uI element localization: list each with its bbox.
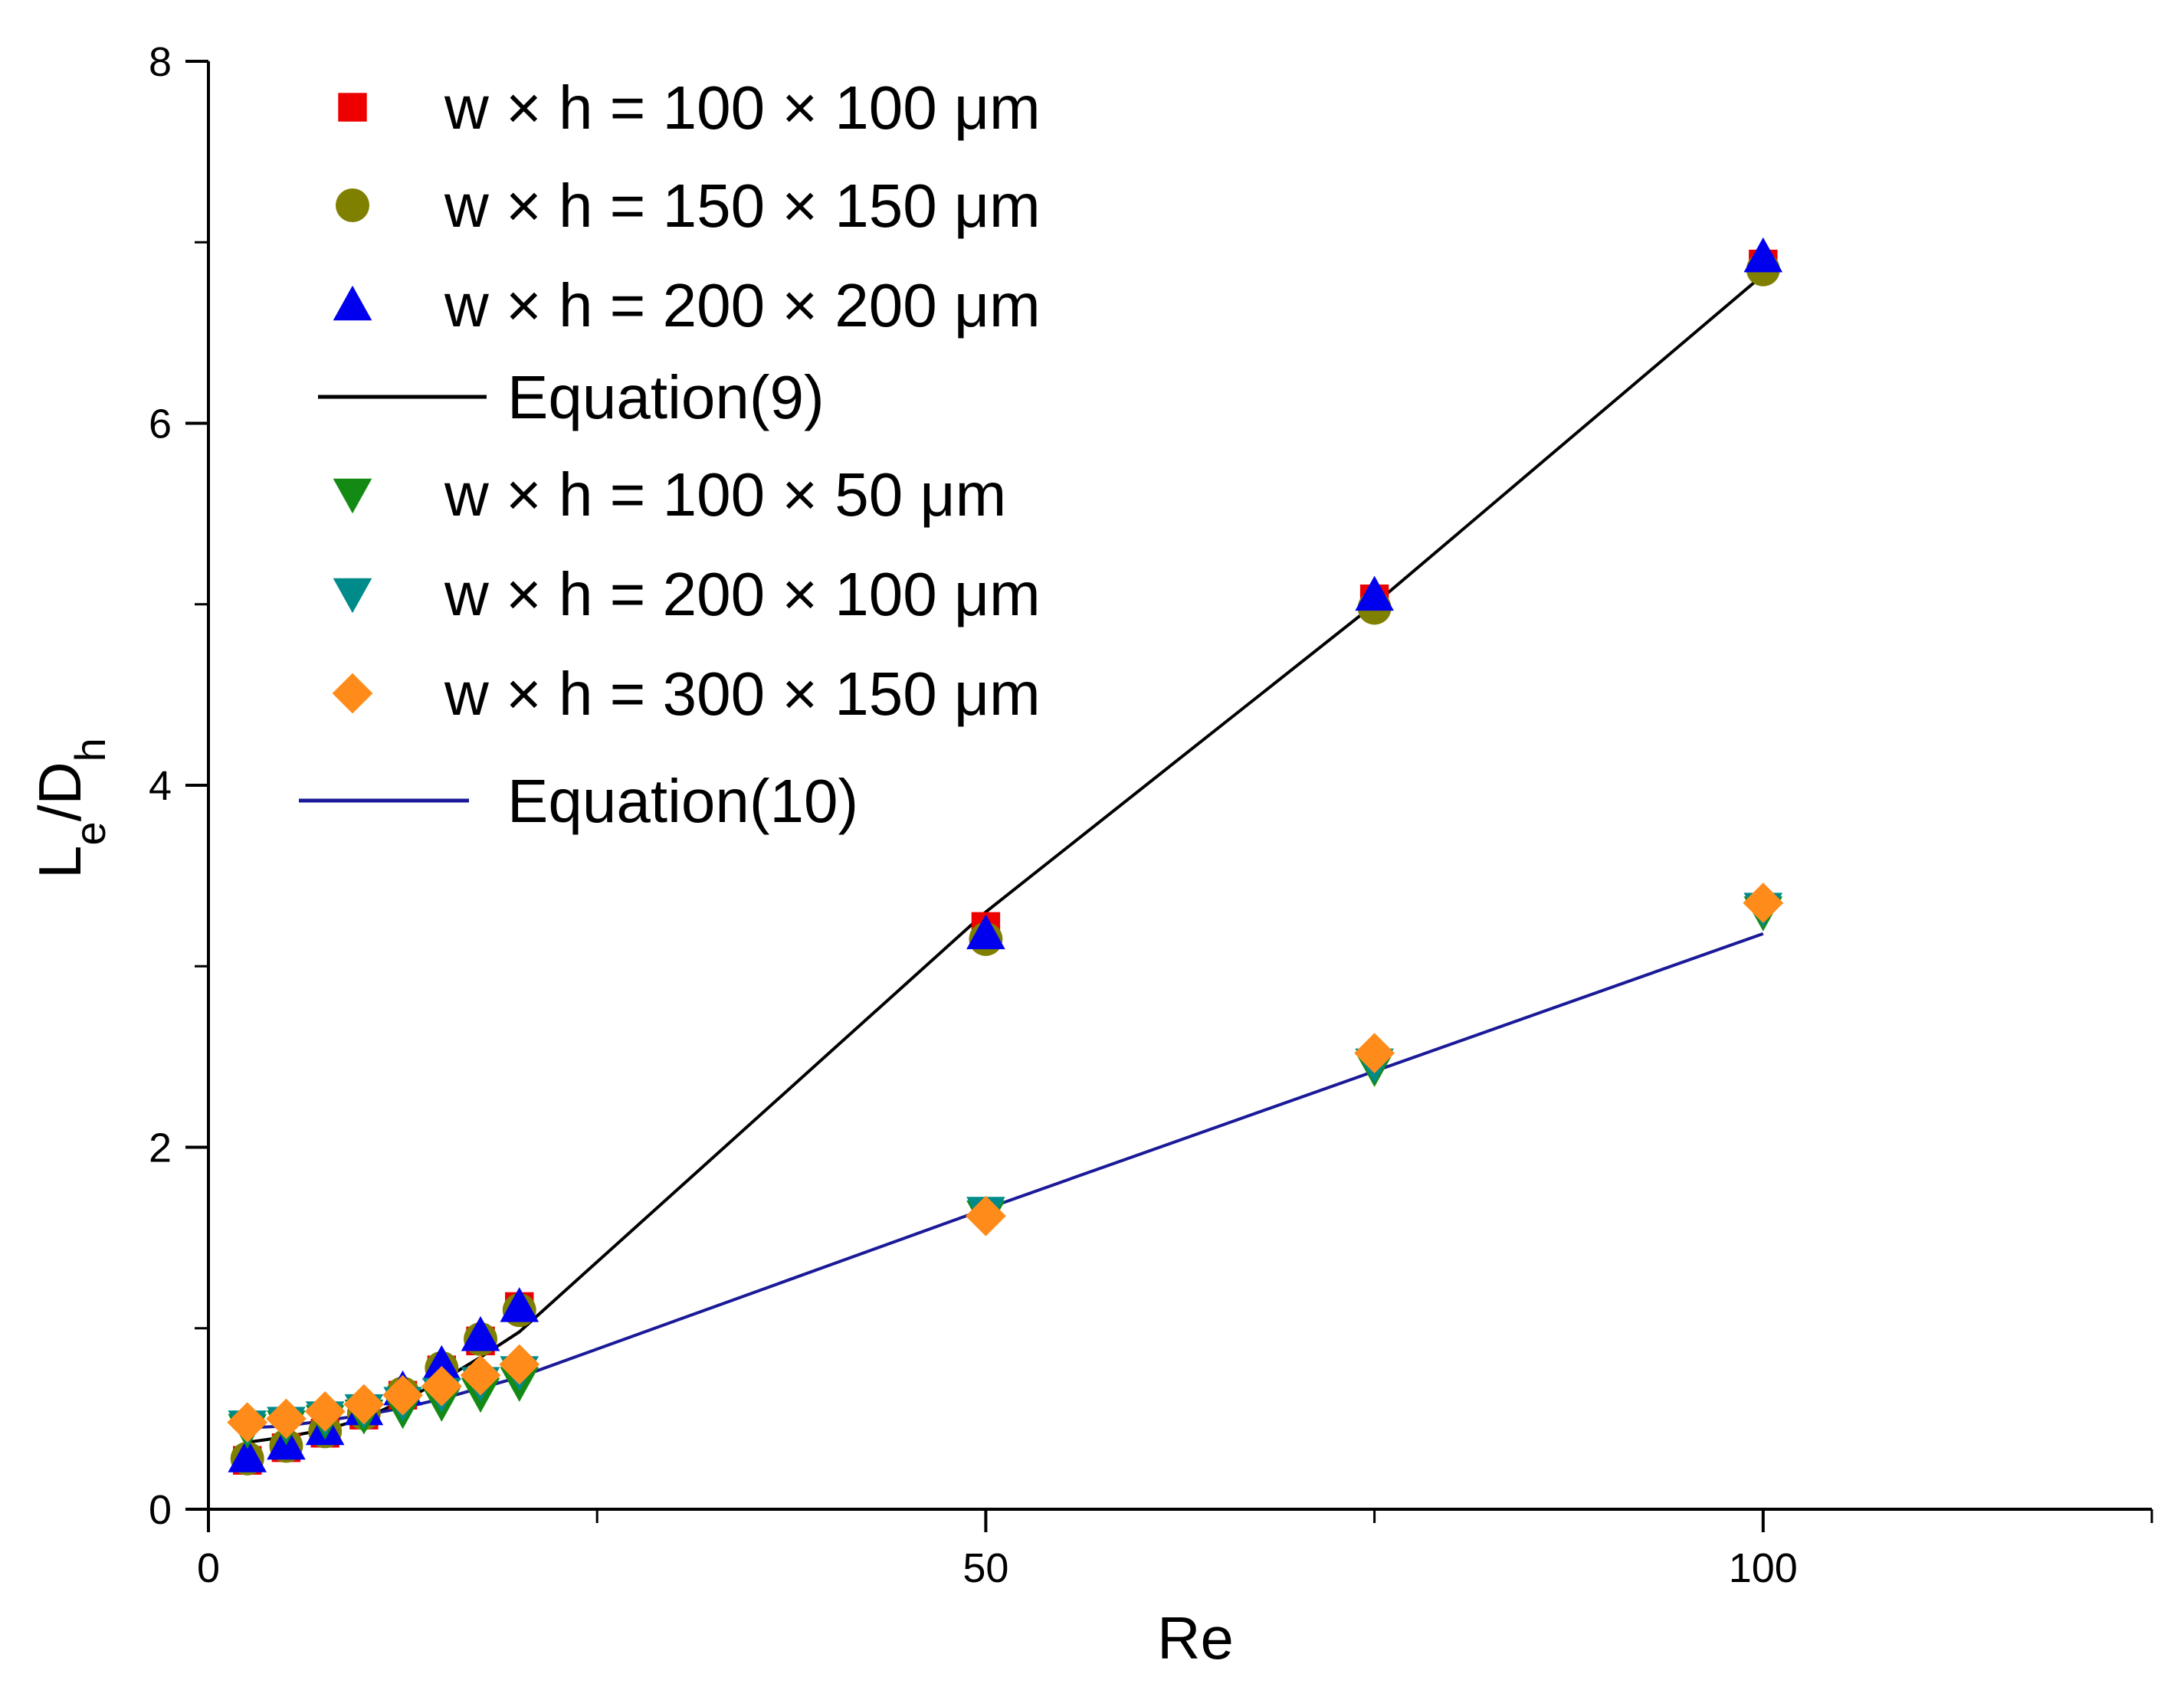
y-tick-label: 6 — [149, 401, 172, 447]
data-point — [460, 1354, 501, 1396]
y-axis-title-main: L — [26, 845, 93, 878]
series-markers-6 — [227, 883, 1784, 1443]
data-point — [228, 1437, 267, 1472]
data-point — [266, 1398, 307, 1440]
data-point — [461, 1315, 500, 1351]
legend-label: w × h = 150 × 150 μm — [444, 172, 1041, 240]
data-point — [1354, 1033, 1395, 1074]
x-tick-label: 0 — [197, 1545, 220, 1591]
series-layer — [227, 237, 1784, 1476]
data-point — [499, 1344, 540, 1385]
axes: 0 50 100 0 2 4 6 8 — [149, 39, 2153, 1591]
data-point — [966, 914, 1005, 949]
y-tick-label: 4 — [149, 763, 172, 809]
legend-item-5: w × h = 200 × 100 μm — [333, 560, 1041, 628]
legend-label: w × h = 200 × 100 μm — [444, 560, 1041, 628]
legend-marker — [333, 578, 372, 614]
data-point — [421, 1365, 462, 1407]
legend-label: w × h = 200 × 200 μm — [444, 271, 1041, 339]
legend-marker — [333, 285, 372, 321]
legend-marker — [336, 188, 369, 222]
data-point — [304, 1391, 346, 1432]
data-point — [343, 1384, 385, 1425]
x-tick-label: 100 — [1729, 1545, 1798, 1591]
y-tick-label: 8 — [149, 39, 172, 85]
legend-label: Equation(9) — [507, 363, 825, 431]
legend-item-1: w × h = 150 × 150 μm — [336, 172, 1041, 240]
y-axis-title-sub-h: h — [66, 738, 114, 762]
data-point — [966, 1195, 1006, 1237]
legend-item-2: w × h = 200 × 200 μm — [333, 271, 1041, 339]
data-point — [1743, 883, 1784, 923]
legend: w × h = 100 × 100 μm w × h = 150 × 150 μm… — [299, 74, 1041, 835]
y-tick-label: 0 — [149, 1487, 172, 1533]
legend-item-6: w × h = 300 × 150 μm — [332, 660, 1041, 728]
y-axis-title-sep: /D — [26, 762, 93, 821]
legend-marker — [338, 93, 367, 122]
legend-item-0: w × h = 100 × 100 μm — [338, 74, 1041, 142]
data-point — [382, 1374, 423, 1416]
data-point — [1355, 575, 1394, 611]
legend-marker — [332, 673, 373, 714]
data-point — [1743, 237, 1783, 273]
legend-item-3: Equation(9) — [318, 363, 825, 431]
data-point — [422, 1345, 461, 1381]
legend-item-7: Equation(10) — [299, 767, 858, 835]
legend-label: w × h = 100 × 100 μm — [444, 74, 1041, 142]
data-point — [500, 1287, 539, 1322]
y-axis-title-sub-e: e — [66, 821, 114, 845]
legend-item-4: w × h = 100 × 50 μm — [333, 460, 1006, 529]
legend-label: w × h = 100 × 50 μm — [444, 460, 1006, 529]
y-axis-title: Le/Dh — [26, 738, 114, 879]
legend-label: w × h = 300 × 150 μm — [444, 660, 1041, 728]
y-tick-label: 2 — [149, 1125, 172, 1171]
x-axis-title: Re — [1157, 1604, 1234, 1672]
legend-marker — [333, 478, 372, 514]
data-point — [227, 1402, 268, 1443]
x-tick-label: 50 — [962, 1545, 1008, 1591]
legend-label: Equation(10) — [507, 767, 858, 835]
